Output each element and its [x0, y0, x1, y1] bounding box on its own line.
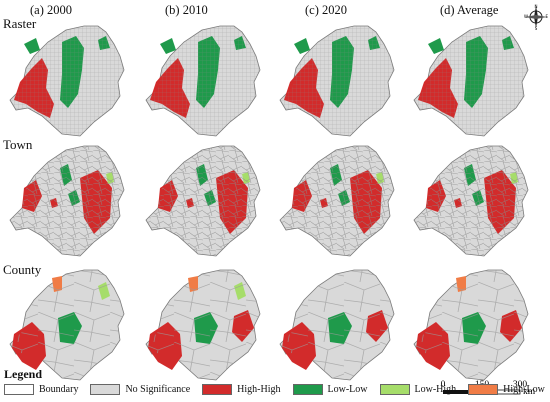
- scale-tick-0: 0: [441, 380, 446, 390]
- legend-swatch-boundary: [4, 384, 34, 395]
- legend-swatch-high-high: [202, 384, 233, 395]
- map-town-2020: [279, 145, 395, 257]
- legend-item-low-high: Low-High: [379, 384, 456, 395]
- cluster-patch-2: [160, 38, 176, 54]
- column-title-average: (d) Average: [440, 3, 499, 17]
- region-boundaries: [146, 146, 260, 256]
- legend-title: Legend: [4, 367, 43, 381]
- map-raster-average: [413, 25, 529, 137]
- map-county-average: [413, 269, 529, 381]
- legend-item-boundary: Boundary: [4, 384, 78, 395]
- map-town-2010: [145, 145, 261, 257]
- row-label-raster: Raster: [3, 16, 37, 31]
- cluster-patch-2: [428, 38, 444, 54]
- region-boundaries: [10, 146, 124, 256]
- map-raster-2020: [279, 25, 395, 137]
- map-county-2000: [9, 269, 125, 381]
- map-town-2000: [9, 145, 125, 257]
- compass-west-label: W: [524, 14, 528, 19]
- legend-item-low-low: Low-Low: [292, 384, 368, 395]
- legend-swatch-low-low: [292, 384, 323, 395]
- legend-swatch-high-low: [468, 384, 499, 395]
- compass-icon: N E S W: [524, 4, 548, 30]
- legend-item-high-low: High-Low: [468, 384, 545, 395]
- cluster-patch-2: [294, 38, 310, 54]
- column-title-2020: (c) 2020: [305, 3, 347, 17]
- compass-north-label: N: [535, 4, 538, 9]
- legend-item-no-significance: No Significance: [90, 384, 190, 395]
- cluster-patch-2: [24, 38, 40, 54]
- legend-swatch-no-significance: [90, 384, 121, 395]
- compass-east-label: E: [545, 14, 548, 19]
- legend-item-high-high: High-High: [202, 384, 281, 395]
- row-label-town: Town: [3, 137, 33, 152]
- compass-south-label: S: [535, 26, 538, 30]
- map-county-2020: [279, 269, 395, 381]
- scale-unit: km: [523, 387, 536, 397]
- region-boundaries: [280, 146, 394, 256]
- map-raster-2000: [9, 25, 125, 137]
- map-raster-2010: [145, 25, 261, 137]
- map-county-2010: [145, 269, 261, 381]
- column-title-2000: (a) 2000: [30, 3, 72, 17]
- column-title-2010: (b) 2010: [165, 3, 208, 17]
- legend-swatch-low-high: [379, 384, 410, 395]
- legend-items: Boundary No Significance High-High Low-L…: [4, 384, 550, 395]
- map-town-average: [413, 145, 529, 257]
- scale-tick-300: 300: [513, 380, 528, 390]
- region-boundaries: [414, 146, 528, 256]
- row-label-county: County: [3, 262, 42, 277]
